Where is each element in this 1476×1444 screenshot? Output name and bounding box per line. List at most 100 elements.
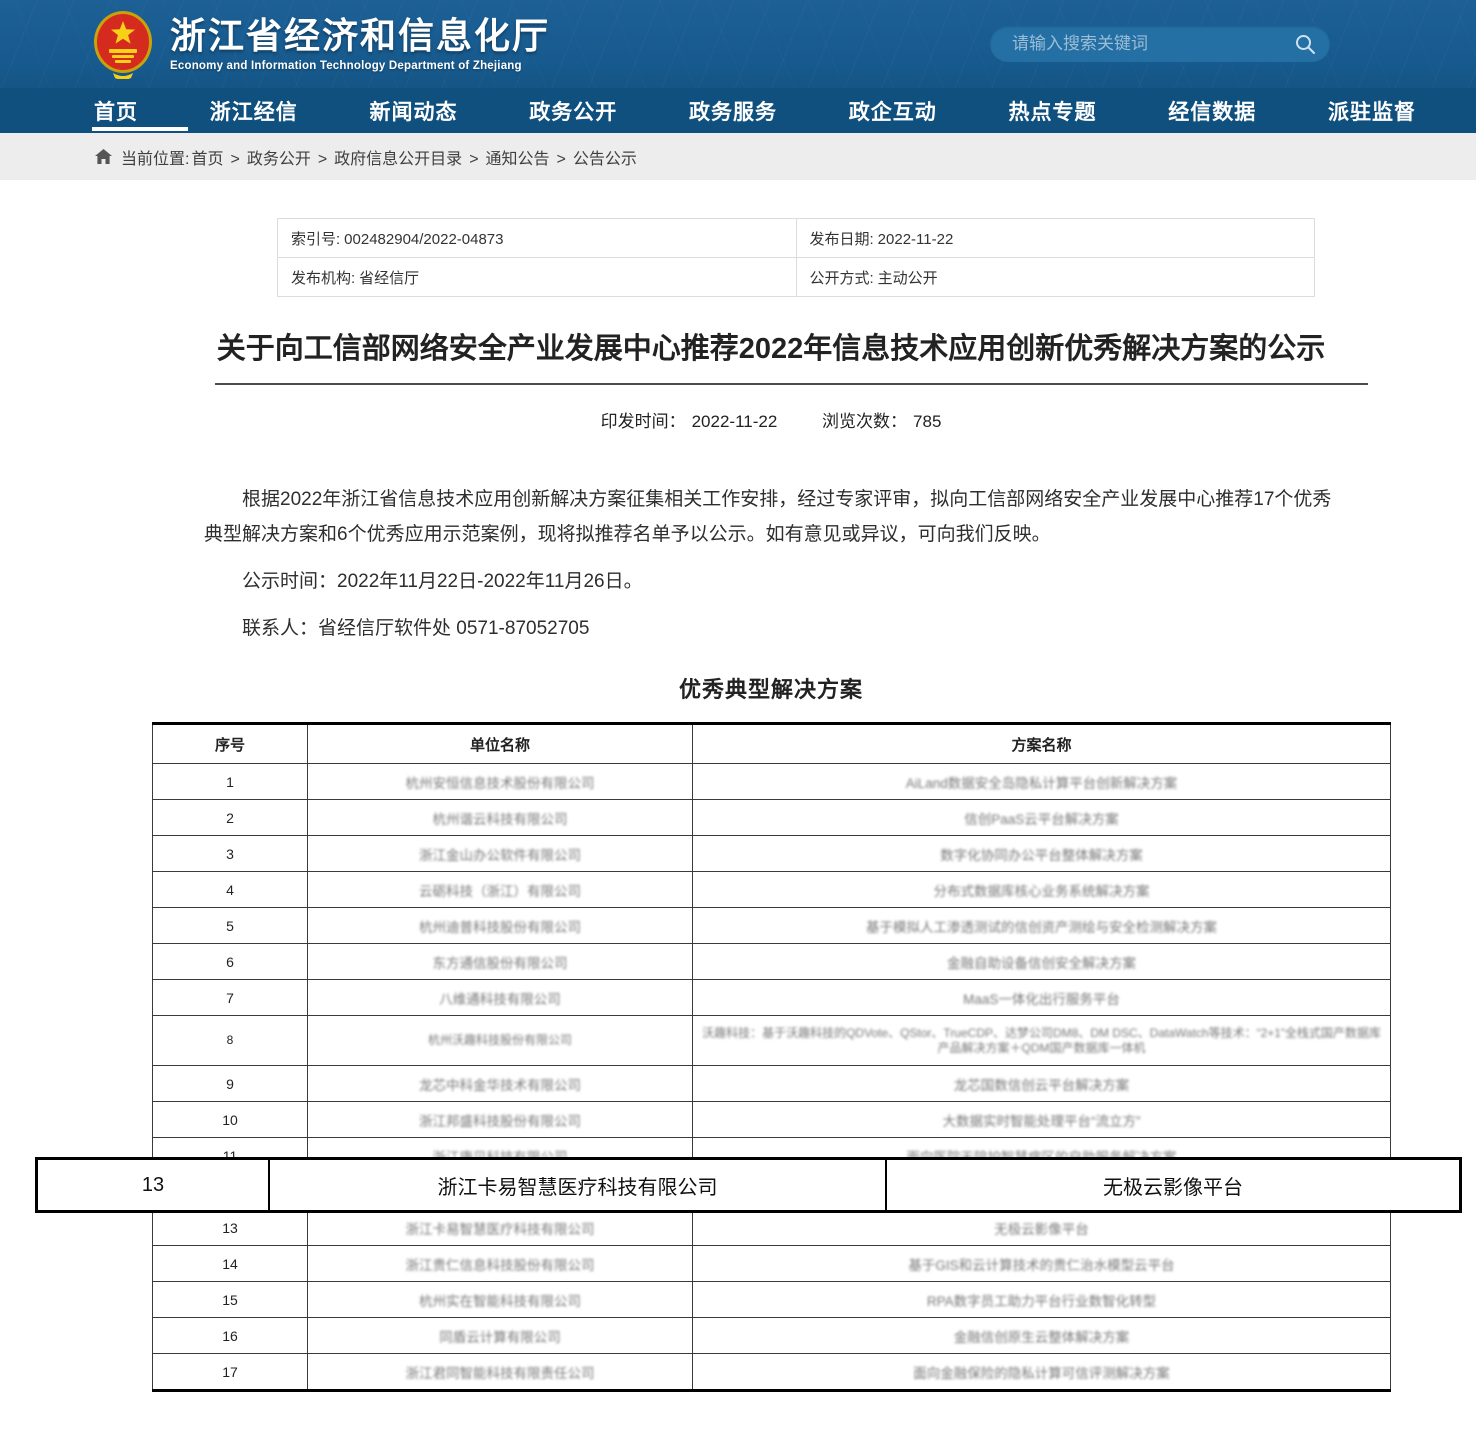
nav-item[interactable]: 热点专题 bbox=[1007, 88, 1099, 133]
table-row: 7 八维通科技有限公司 MaaS一体化出行服务平台 bbox=[152, 979, 1391, 1016]
mode-value: 主动公开 bbox=[877, 269, 938, 287]
view-count: 浏览次数： 785 bbox=[822, 412, 941, 431]
nav-item[interactable]: 首页 bbox=[92, 88, 188, 133]
search-input[interactable] bbox=[1010, 33, 1294, 55]
site-search[interactable] bbox=[990, 26, 1330, 62]
col-header-no: 序号 bbox=[152, 723, 308, 764]
national-emblem-logo bbox=[94, 11, 152, 79]
nav-item[interactable]: 派驻监督 bbox=[1326, 88, 1418, 133]
article-content: 索引号: 002482904/2022-04873 发布日期: 2022-11-22… bbox=[152, 218, 1391, 1392]
row-company: 浙江卡易智慧医疗科技有限公司 bbox=[307, 1209, 693, 1246]
row-number: 1 bbox=[152, 763, 308, 800]
nav-item[interactable]: 政务服务 bbox=[687, 88, 779, 133]
row-number: 2 bbox=[152, 799, 308, 836]
row-number: 17 bbox=[152, 1353, 308, 1391]
meta-cell-index: 索引号: 002482904/2022-04873 bbox=[277, 218, 797, 258]
article-body: 根据2022年浙江省信息技术应用创新解决方案征集相关工作安排，经过专家评审，拟向… bbox=[152, 482, 1390, 646]
row-solution: 金融自助设备信创安全解决方案 bbox=[692, 943, 1391, 980]
table-row: 9 龙芯中科金华技术有限公司 龙芯国数信创云平台解决方案 bbox=[152, 1065, 1391, 1102]
table-header-row: 序号 单位名称 方案名称 bbox=[152, 723, 1391, 764]
paragraph-intro: 根据2022年浙江省信息技术应用创新解决方案征集相关工作安排，经过专家评审，拟向… bbox=[204, 489, 1332, 545]
row-solution: 无极云影像平台 bbox=[692, 1209, 1391, 1246]
print-time-label: 印发时间： bbox=[600, 412, 686, 431]
row-company: 云砺科技（浙江）有限公司 bbox=[307, 871, 693, 908]
row-solution: 基于GIS和云计算技术的贵仁治水模型云平台 bbox=[692, 1245, 1391, 1282]
table-row: 17 浙江君同智能科技有限责任公司 面向金融保险的隐私计算可信评测解决方案 bbox=[152, 1353, 1391, 1391]
row-solution: 基于模拟人工渗透测试的信创资产测绘与安全检测解决方案 bbox=[692, 907, 1391, 944]
row-company: 杭州安恒信息技术股份有限公司 bbox=[307, 763, 693, 800]
row-number: 16 bbox=[152, 1317, 308, 1354]
col-header-company: 单位名称 bbox=[307, 723, 693, 764]
row-number: 5 bbox=[152, 907, 308, 944]
row-number: 9 bbox=[152, 1065, 308, 1102]
print-time-value: 2022-11-22 bbox=[691, 412, 778, 431]
breadcrumb-link[interactable]: 通知公告 bbox=[486, 145, 573, 169]
row-company: 龙芯中科金华技术有限公司 bbox=[307, 1065, 693, 1102]
nav-item-label: 热点专题 bbox=[1008, 100, 1097, 124]
meta-row: 索引号: 002482904/2022-04873 发布日期: 2022-11-22 bbox=[277, 218, 1315, 258]
table-row: 1 杭州安恒信息技术股份有限公司 AiLand数据安全岛隐私计算平台创新解决方案 bbox=[152, 763, 1391, 800]
site-header: 浙江省经济和信息化厅 Economy and Information Techn… bbox=[0, 0, 1476, 88]
page-title: 关于向工信部网络安全产业发展中心推荐2022年信息技术应用创新优秀解决方案的公示 bbox=[216, 333, 1326, 365]
breadcrumb-link[interactable]: 政务公开 bbox=[247, 145, 334, 169]
highlighted-row-13: 13 浙江卡易智慧医疗科技有限公司 无极云影像平台 bbox=[35, 1157, 1462, 1213]
nav-item[interactable]: 浙江经信 bbox=[208, 88, 300, 133]
row-solution: 分布式数据库核心业务系统解决方案 bbox=[692, 871, 1391, 908]
nav-item-label: 新闻动态 bbox=[369, 100, 458, 124]
row-company: 杭州迪普科技股份有限公司 bbox=[307, 907, 693, 944]
nav-item[interactable]: 政务公开 bbox=[527, 88, 619, 133]
nav-item-label: 政务服务 bbox=[689, 100, 777, 124]
meta-row: 发布机构: 省经信厅 公开方式: 主动公开 bbox=[277, 257, 1315, 297]
meta-cell-mode: 公开方式: 主动公开 bbox=[795, 257, 1315, 297]
solutions-table: 序号 单位名称 方案名称 1 杭州安恒信息技术股份有限公司 AiLand数据安全… bbox=[152, 722, 1391, 1392]
nav-item[interactable]: 经信数据 bbox=[1166, 88, 1258, 133]
row-solution: 沃趣科技：基于沃趣科技的QDVote、QStor、TrueCDP、达梦公司DM8… bbox=[692, 1015, 1391, 1066]
view-count-label: 浏览次数： bbox=[822, 412, 908, 431]
breadcrumb-link-label: 政务公开 bbox=[246, 150, 311, 168]
row-number: 4 bbox=[152, 871, 308, 908]
row-solution: AiLand数据安全岛隐私计算平台创新解决方案 bbox=[692, 763, 1391, 800]
row-number: 15 bbox=[152, 1281, 308, 1318]
row-solution: MaaS一体化出行服务平台 bbox=[692, 979, 1391, 1016]
row-number: 3 bbox=[152, 835, 308, 872]
mode-label: 公开方式: bbox=[809, 269, 874, 287]
nav-item[interactable]: 新闻动态 bbox=[368, 88, 460, 133]
table-row: 2 杭州谐云科技有限公司 信创PaaS云平台解决方案 bbox=[152, 799, 1391, 836]
meta-cell-date: 发布日期: 2022-11-22 bbox=[795, 218, 1315, 258]
row-company: 浙江金山办公软件有限公司 bbox=[307, 835, 693, 872]
print-time: 印发时间： 2022-11-22 bbox=[601, 412, 778, 431]
org-label: 发布机构: bbox=[291, 269, 356, 287]
breadcrumb-link[interactable]: 首页 bbox=[191, 145, 246, 169]
row-number: 7 bbox=[152, 979, 308, 1016]
row-company: 浙江贵仁信息科技股份有限公司 bbox=[307, 1245, 693, 1282]
index-value: 002482904/2022-04873 bbox=[344, 230, 504, 248]
table-row: 14 浙江贵仁信息科技股份有限公司 基于GIS和云计算技术的贵仁治水模型云平台 bbox=[152, 1245, 1391, 1282]
date-label: 发布日期: bbox=[809, 230, 874, 248]
row-solution: RPA数字员工助力平台行业数智化转型 bbox=[692, 1281, 1391, 1318]
row-solution: 大数据实时智能处理平台“流立方” bbox=[692, 1101, 1391, 1138]
breadcrumb-link[interactable]: 公告公示 bbox=[573, 145, 637, 169]
row-number: 8 bbox=[152, 1015, 308, 1066]
row-company: 浙江君同智能科技有限责任公司 bbox=[307, 1353, 693, 1391]
site-title: 浙江省经济和信息化厅 bbox=[170, 15, 551, 56]
search-icon[interactable] bbox=[1294, 33, 1316, 55]
row-solution: 数字化协同办公平台整体解决方案 bbox=[692, 835, 1391, 872]
row-number: 10 bbox=[152, 1101, 308, 1138]
row-number: 14 bbox=[152, 1245, 308, 1282]
row-company: 浙江邦盛科技股份有限公司 bbox=[307, 1101, 693, 1138]
row-company: 杭州谐云科技有限公司 bbox=[307, 799, 693, 836]
index-label: 索引号: bbox=[291, 230, 341, 248]
paragraph-contact: 联系人：省经信厅软件处 0571-87052705 bbox=[242, 618, 590, 639]
main-nav: 首页 浙江经信 新闻动态 政务公开 政务服务 政企互动 热点专题 经信数据 派驻监督 bbox=[0, 88, 1476, 133]
row-solution: 面向金融保险的隐私计算可信评测解决方案 bbox=[692, 1353, 1391, 1391]
meta-cell-org: 发布机构: 省经信厅 bbox=[277, 257, 797, 297]
nav-item[interactable]: 政企互动 bbox=[847, 88, 939, 133]
row-company: 同盾云计算有限公司 bbox=[307, 1317, 693, 1354]
view-count-value: 785 bbox=[913, 412, 942, 431]
row-company: 杭州实在智能科技有限公司 bbox=[307, 1281, 693, 1318]
breadcrumb-link[interactable]: 政府信息公开目录 bbox=[334, 145, 485, 169]
document-meta-table: 索引号: 002482904/2022-04873 发布日期: 2022-11-22… bbox=[277, 218, 1315, 297]
col-header-solution: 方案名称 bbox=[692, 723, 1391, 764]
nav-item-label: 政企互动 bbox=[848, 100, 937, 124]
row-solution: 金融信创原生云整体解决方案 bbox=[692, 1317, 1391, 1354]
